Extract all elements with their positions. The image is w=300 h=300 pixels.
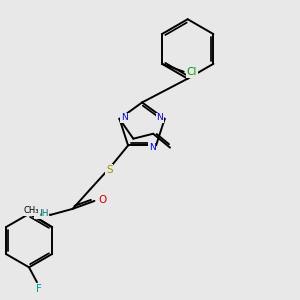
Text: CH₃: CH₃ <box>24 206 39 215</box>
Text: NH: NH <box>35 209 49 218</box>
Text: O: O <box>98 195 106 205</box>
Text: S: S <box>106 165 112 175</box>
Text: N: N <box>156 113 163 122</box>
Text: N: N <box>121 113 128 122</box>
Text: Cl: Cl <box>186 67 197 77</box>
Text: F: F <box>36 284 42 294</box>
Text: N: N <box>149 143 155 152</box>
